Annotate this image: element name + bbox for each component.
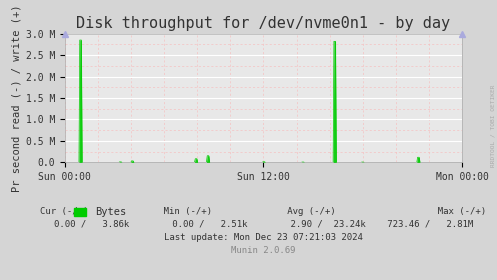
Y-axis label: Pr second read (-) / write (+): Pr second read (-) / write (+) xyxy=(11,4,21,192)
Text: RRDTOOL / TOBI OETIKER: RRDTOOL / TOBI OETIKER xyxy=(491,85,496,167)
Text: 0.00 /   3.86k        0.00 /   2.51k        2.90 /  23.24k    723.46 /   2.81M: 0.00 / 3.86k 0.00 / 2.51k 2.90 / 23.24k … xyxy=(54,220,473,229)
Text: Cur (-/+)              Min (-/+)              Avg (-/+)                   Max (-: Cur (-/+) Min (-/+) Avg (-/+) Max (- xyxy=(40,207,487,216)
Title: Disk throughput for /dev/nvme0n1 - by day: Disk throughput for /dev/nvme0n1 - by da… xyxy=(77,16,450,31)
Legend: Bytes: Bytes xyxy=(70,203,130,221)
Text: Munin 2.0.69: Munin 2.0.69 xyxy=(231,246,296,255)
Text: Last update: Mon Dec 23 07:21:03 2024: Last update: Mon Dec 23 07:21:03 2024 xyxy=(164,233,363,242)
